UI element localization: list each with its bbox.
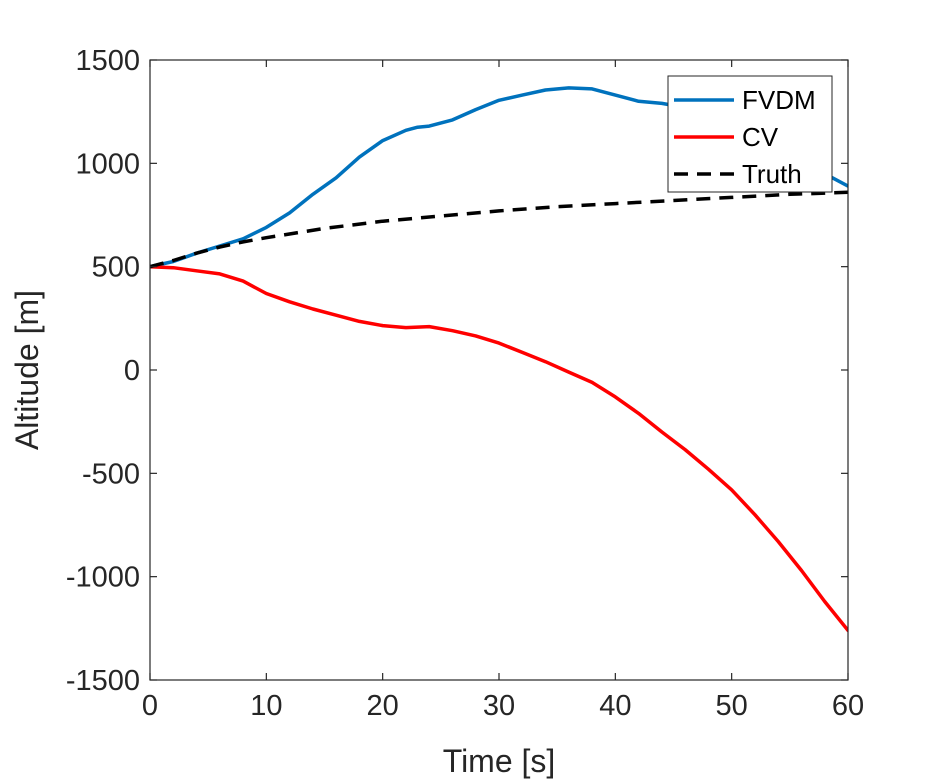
x-tick-label: 0: [142, 690, 158, 722]
y-tick-label: 1000: [75, 148, 140, 180]
y-tick-label: 500: [92, 252, 140, 284]
legend-label-truth: Truth: [742, 159, 802, 189]
y-tick-label: -1000: [66, 562, 140, 594]
x-tick-label: 30: [483, 690, 515, 722]
x-tick-label: 40: [599, 690, 631, 722]
series-line-truth: [150, 190, 848, 269]
x-axis-label: Time [s]: [443, 743, 556, 779]
x-tick-label: 20: [367, 690, 399, 722]
legend: FVDM CV Truth: [667, 75, 833, 193]
legend-label-fvdm: FVDM: [742, 85, 816, 115]
y-tick-label: -500: [82, 458, 140, 490]
y-tick-label: 0: [124, 355, 140, 387]
y-tick-label: 1500: [75, 45, 140, 77]
x-tick-label: 50: [716, 690, 748, 722]
y-tick-label: -1500: [66, 665, 140, 697]
ticks-layer: 0 10 20 30 40 50 60 -1500 -1000 -500 0 500 1000 1500: [66, 45, 864, 722]
legend-label-cv: CV: [742, 122, 779, 152]
x-tick-label: 10: [250, 690, 282, 722]
series-line-cv: [150, 264, 848, 633]
x-tick-label: 60: [832, 690, 864, 722]
y-axis-label: Altitude [m]: [9, 290, 45, 450]
legend-box: [667, 75, 833, 193]
